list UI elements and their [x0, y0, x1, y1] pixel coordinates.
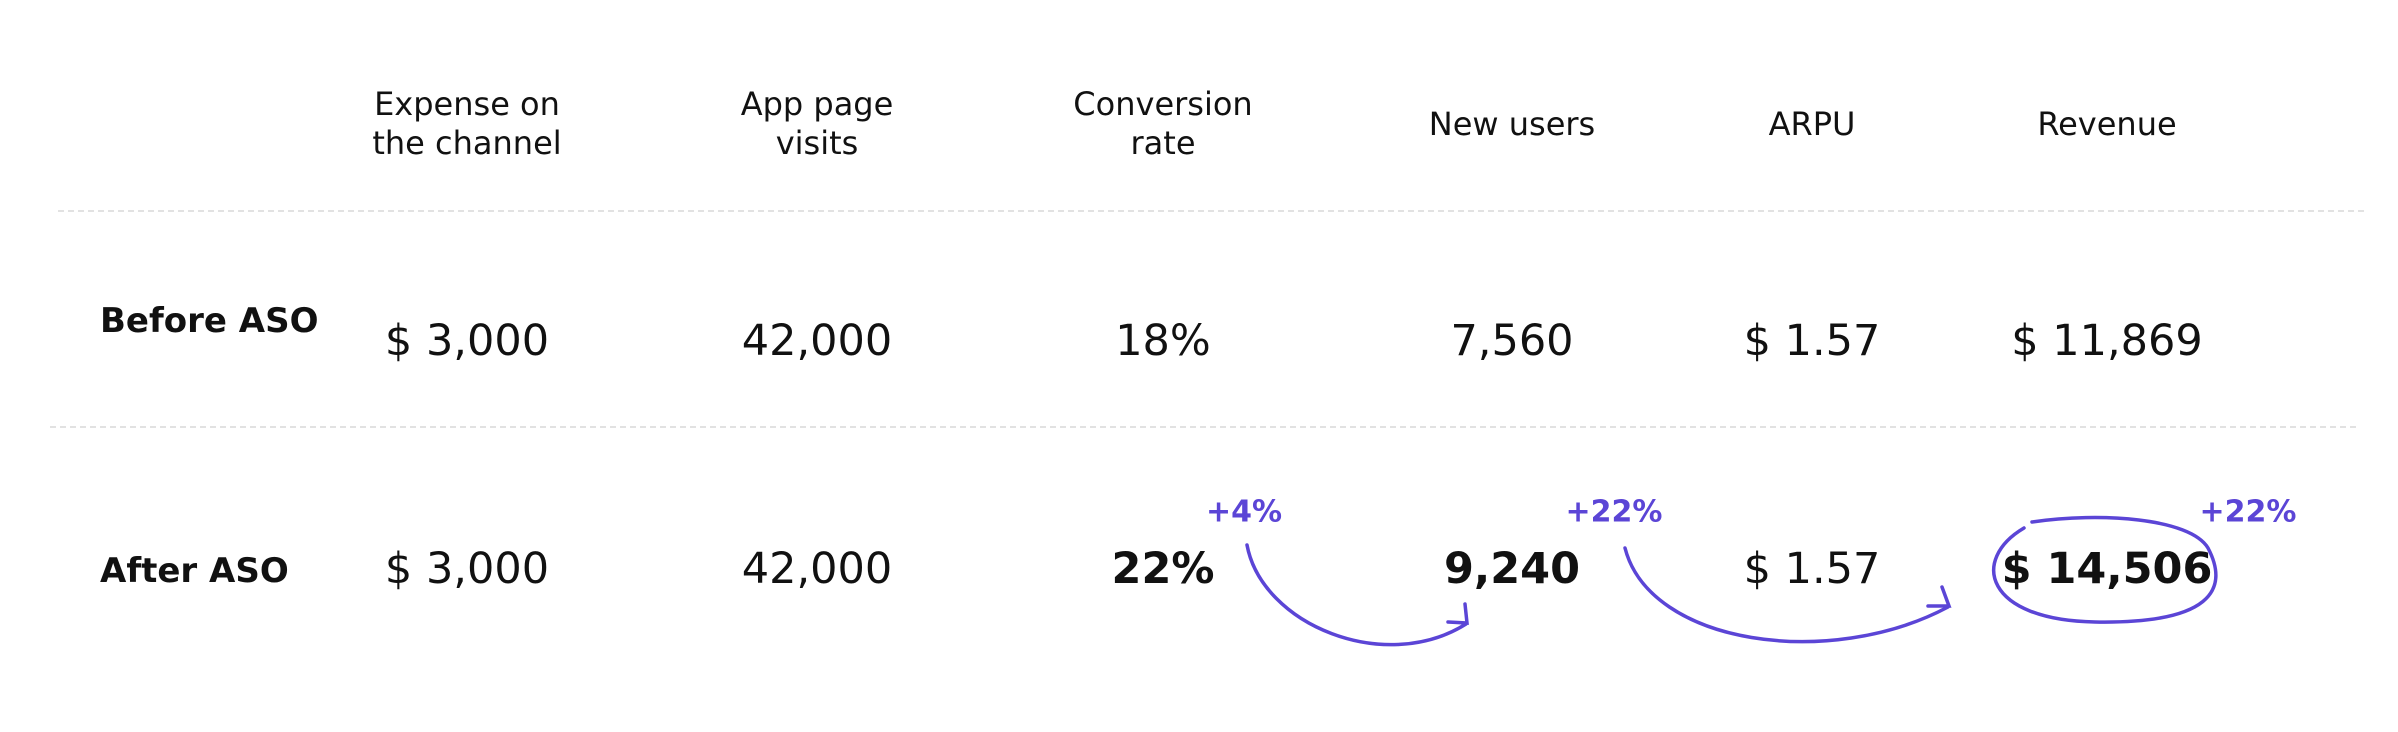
cell: $ 1.57 [1743, 544, 1881, 594]
change-annotation: +4% [1205, 494, 1283, 530]
circle-highlight [1991, 515, 2218, 624]
arrow-head [1926, 585, 1952, 608]
cell: 22% [1111, 544, 1215, 594]
row-label: After ASO [100, 551, 289, 591]
arrow [1245, 543, 1468, 647]
change-annotation: +22% [2199, 494, 2297, 530]
column-header: ARPU [1768, 104, 1856, 143]
cell: 42,000 [741, 544, 893, 594]
cell: $ 3,000 [384, 316, 550, 366]
cell: $ 11,869 [2011, 316, 2203, 366]
arrows [1245, 515, 2218, 647]
cell: $ 3,000 [384, 544, 550, 594]
arrow-head [1446, 602, 1469, 625]
arrow [1623, 546, 1950, 644]
column-header: New users [1428, 104, 1596, 143]
column-header: App page visits [740, 85, 894, 162]
cell: $ 1.57 [1743, 316, 1881, 366]
column-header: Expense on the channel [372, 85, 562, 162]
cell: 9,240 [1443, 544, 1580, 594]
column-header: Revenue [2037, 104, 2177, 143]
change-annotation: +22% [1565, 494, 1663, 530]
column-header: Conversion rate [1073, 85, 1253, 162]
cell: $ 14,506 [2001, 544, 2213, 594]
cell: 18% [1115, 316, 1211, 366]
row-label: Before ASO [100, 301, 319, 341]
cell: 7,560 [1450, 316, 1574, 366]
cell: 42,000 [741, 316, 893, 366]
